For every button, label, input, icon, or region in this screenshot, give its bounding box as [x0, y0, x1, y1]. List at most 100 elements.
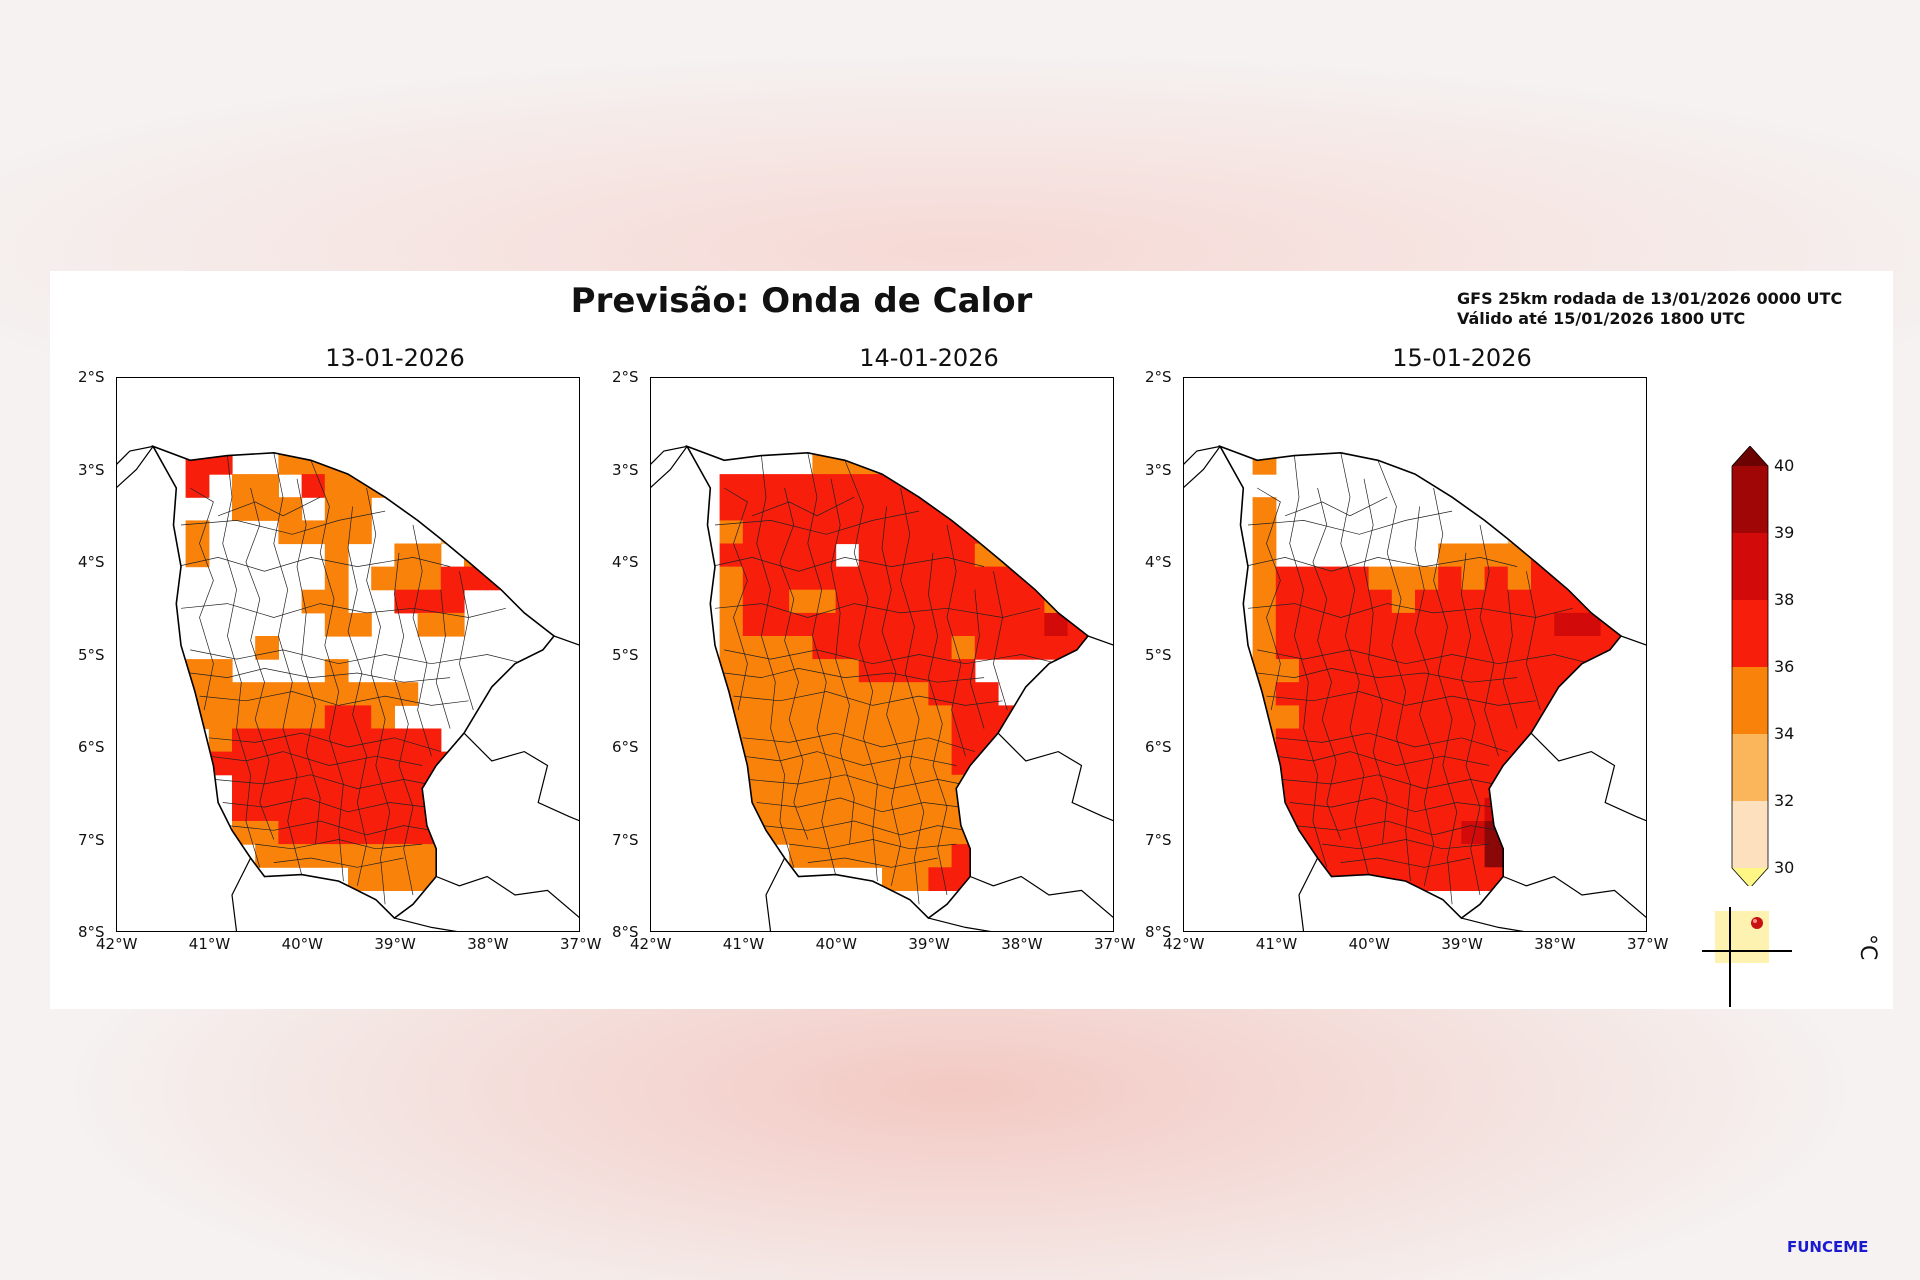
- heat-cell: [998, 589, 1022, 614]
- heat-cell: [208, 728, 233, 753]
- heat-cell: [533, 543, 554, 568]
- heat-cell: [1507, 659, 1532, 683]
- heat-cell: [812, 728, 837, 753]
- heat-cell: [1461, 659, 1486, 683]
- heat-cell: [1391, 566, 1416, 591]
- heat-cell: [1438, 589, 1462, 614]
- heat-cell: [928, 612, 953, 637]
- heat-cell: [1554, 497, 1578, 521]
- heat-cell: [440, 797, 465, 822]
- heat-cell: [905, 497, 929, 521]
- county-line: [1377, 460, 1411, 882]
- heat-cell: [1438, 844, 1462, 868]
- lon-tick-label: 38°W: [467, 935, 509, 953]
- county-line: [1294, 820, 1499, 836]
- heat-cell: [905, 867, 929, 891]
- heat-cell: [1368, 844, 1393, 868]
- heat-cell: [440, 844, 465, 868]
- heat-cell: [974, 497, 999, 521]
- lon-tick-label: 37°W: [560, 935, 602, 953]
- heat-cell: [1368, 867, 1393, 891]
- heat-cell: [301, 844, 326, 868]
- county-line: [190, 668, 451, 683]
- heat-cell: [974, 705, 999, 730]
- county-line: [779, 487, 809, 840]
- heat-cell: [766, 520, 790, 545]
- county-line: [756, 797, 961, 813]
- heat-cell: [858, 543, 883, 568]
- heat-cell: [1484, 705, 1509, 730]
- heat-cell: [1345, 774, 1370, 799]
- county-line: [176, 557, 451, 572]
- heat-cell: [1554, 682, 1578, 706]
- colorbar-segment: [1732, 734, 1768, 801]
- heat-cell: [1577, 543, 1602, 568]
- heat-cell: [1415, 797, 1439, 822]
- heat-cell: [1554, 543, 1578, 568]
- heat-cell: [1345, 844, 1370, 868]
- county-line: [222, 797, 427, 813]
- heat-cell: [928, 636, 953, 660]
- heat-cell: [417, 497, 442, 521]
- lat-tick-label: 8°S: [1145, 923, 1172, 941]
- heat-cell: [371, 751, 395, 776]
- heat-cell: [1600, 474, 1621, 498]
- heat-cell: [1391, 751, 1416, 776]
- heat-cell: [1554, 797, 1578, 822]
- heat-cell: [1252, 821, 1277, 845]
- heat-cell: [1252, 520, 1277, 545]
- funceme-logo-text: FUNCEME: [1787, 1238, 1869, 1256]
- lon-tick-label: 40°W: [281, 935, 324, 953]
- heat-cell: [998, 821, 1022, 845]
- county-line: [213, 774, 427, 789]
- heat-cell: [394, 728, 419, 753]
- heat-cell: [232, 497, 256, 521]
- county-line: [180, 510, 386, 535]
- heat-cell: [1415, 728, 1439, 753]
- heat-cell: [812, 612, 837, 637]
- heat-cell: [742, 705, 767, 730]
- heat-cell: [1600, 497, 1621, 521]
- county-line: [1284, 496, 1388, 517]
- heat-cell: [812, 774, 837, 799]
- heat-cell: [1322, 659, 1346, 683]
- heat-cell: [510, 774, 535, 799]
- lon-tick-label: 38°W: [1534, 935, 1576, 953]
- lon-tick-label: 41°W: [188, 935, 231, 953]
- heat-cell: [766, 682, 790, 706]
- heat-cell: [1415, 659, 1439, 683]
- heat-cell: [464, 566, 488, 591]
- heat-cell: [1624, 497, 1647, 521]
- county-line: [1266, 691, 1536, 706]
- heat-cell: [789, 474, 813, 498]
- heat-cell: [951, 543, 976, 568]
- heat-cell: [324, 451, 349, 475]
- neighbor-border: [969, 875, 1114, 919]
- heat-cell: [1461, 543, 1486, 568]
- heat-cell: [1252, 612, 1277, 637]
- heat-cell: [1322, 705, 1346, 730]
- heat-cell: [1299, 751, 1323, 776]
- heat-cell: [255, 705, 279, 730]
- heat-cell: [324, 682, 349, 706]
- heat-cell: [928, 520, 953, 545]
- heat-cell: [719, 520, 744, 545]
- lat-tick-label: 4°S: [78, 553, 105, 571]
- heat-cell: [719, 774, 744, 799]
- heat-cell: [255, 797, 279, 822]
- heat-cell: [232, 474, 256, 498]
- heat-cell: [1368, 705, 1393, 730]
- heat-cell: [951, 682, 976, 706]
- colorbar-segment: [1732, 533, 1768, 600]
- state-outline: [1218, 444, 1623, 920]
- heat-cell: [371, 867, 395, 891]
- lat-tick-label: 2°S: [1145, 368, 1172, 386]
- heat-cell: [905, 774, 929, 799]
- heat-cell: [1438, 682, 1462, 706]
- heat-cell: [185, 705, 210, 730]
- heat-cell: [278, 751, 303, 776]
- heat-cell: [440, 589, 465, 614]
- heat-cell: [905, 474, 929, 498]
- lat-tick-label: 6°S: [78, 738, 105, 756]
- lat-tick-label: 5°S: [1145, 645, 1172, 664]
